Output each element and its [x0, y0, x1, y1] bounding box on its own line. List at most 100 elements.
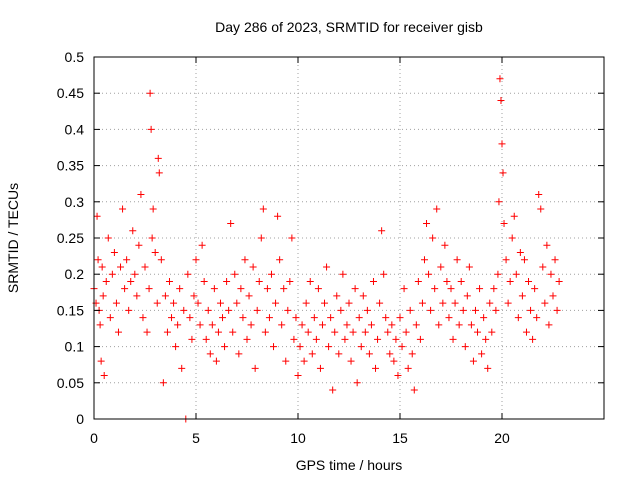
data-markers [90, 75, 563, 423]
data-point [455, 321, 463, 329]
data-point [369, 277, 377, 285]
data-point [204, 306, 212, 314]
data-point [339, 270, 347, 278]
data-point [202, 335, 210, 343]
data-point [445, 314, 453, 322]
data-point [96, 321, 104, 329]
data-point [508, 234, 516, 242]
data-point [447, 285, 455, 293]
data-point [192, 256, 200, 264]
data-point [551, 256, 559, 264]
y-tick-label: 0.45 [57, 85, 84, 101]
data-point [225, 306, 233, 314]
data-point [555, 277, 563, 285]
data-point [151, 248, 159, 256]
data-point [439, 299, 447, 307]
data-point [123, 256, 131, 264]
data-point [219, 314, 227, 322]
data-point [302, 299, 310, 307]
data-point [543, 241, 551, 249]
data-point [149, 205, 157, 213]
data-point [155, 169, 163, 177]
data-point [459, 306, 467, 314]
data-point [276, 256, 284, 264]
y-tick-label: 0.2 [65, 266, 85, 282]
data-point [257, 234, 265, 242]
y-axis-label: SRMTID / TECUs [5, 183, 21, 293]
data-point [331, 328, 339, 336]
data-point [367, 321, 375, 329]
data-point [525, 277, 533, 285]
data-point [221, 343, 229, 351]
data-point [314, 285, 322, 293]
data-point [161, 292, 169, 300]
data-point [486, 299, 494, 307]
data-point [355, 314, 363, 322]
data-point [318, 321, 326, 329]
data-point [174, 321, 182, 329]
y-tick-labels: 0 0.05 0.1 0.15 0.2 0.25 0.3 0.35 0.4 0.45 0.5 [57, 49, 84, 427]
data-point [335, 350, 343, 358]
data-point [98, 263, 106, 271]
y-tick-label: 0.4 [65, 121, 85, 137]
data-point [365, 350, 373, 358]
data-point [520, 256, 528, 264]
data-point [495, 198, 503, 206]
data-point [159, 379, 167, 387]
data-point [398, 343, 406, 351]
data-point [514, 314, 522, 322]
data-point [139, 314, 147, 322]
data-point [274, 212, 282, 220]
data-point [146, 89, 154, 97]
data-point [304, 328, 312, 336]
data-point [94, 256, 102, 264]
data-point [404, 364, 412, 372]
data-point [99, 292, 107, 300]
data-point [453, 256, 461, 264]
data-point [441, 241, 449, 249]
data-point [343, 321, 351, 329]
data-point [170, 299, 178, 307]
data-point [504, 299, 512, 307]
data-point [357, 343, 365, 351]
data-point [239, 314, 247, 322]
data-point [223, 277, 231, 285]
y-tick-label: 0.35 [57, 158, 84, 174]
data-point [265, 314, 273, 322]
data-point [488, 328, 496, 336]
data-point [527, 306, 535, 314]
data-point [298, 321, 306, 329]
data-point [418, 299, 426, 307]
x-tick-label: 10 [290, 430, 306, 446]
data-point [547, 270, 555, 278]
data-point [178, 364, 186, 372]
data-point [359, 292, 367, 300]
data-point [125, 306, 133, 314]
data-point [141, 263, 149, 271]
data-point [100, 372, 108, 380]
data-point [476, 285, 484, 293]
data-point [184, 270, 192, 278]
data-point [502, 256, 510, 264]
data-point [288, 234, 296, 242]
data-point [496, 75, 504, 83]
data-point [469, 357, 477, 365]
data-point [198, 241, 206, 249]
data-point [119, 205, 127, 213]
data-point [429, 234, 437, 242]
data-point [382, 314, 390, 322]
data-point [490, 285, 498, 293]
x-tick-label: 0 [90, 430, 98, 446]
data-point [196, 321, 204, 329]
data-point [323, 263, 331, 271]
data-point [210, 285, 218, 293]
data-point [129, 227, 137, 235]
data-point [500, 220, 508, 228]
data-point [325, 343, 333, 351]
data-point [112, 299, 120, 307]
data-point [286, 277, 294, 285]
data-point [414, 277, 422, 285]
data-point [553, 306, 561, 314]
data-point [292, 314, 300, 322]
data-point [388, 321, 396, 329]
